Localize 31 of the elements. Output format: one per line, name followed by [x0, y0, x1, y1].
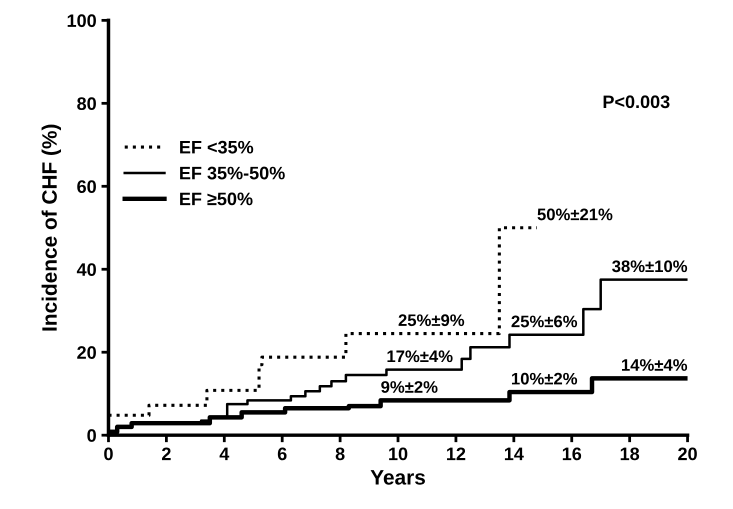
- y-axis-title: Incidence of CHF (%): [42, 124, 61, 331]
- y-tick-label: 40: [76, 263, 96, 276]
- legend-label: EF <35%: [180, 140, 254, 154]
- annotation: 14%±4%: [622, 359, 688, 371]
- legend-label: EF ≥50%: [180, 192, 253, 206]
- y-tick-label: 100: [68, 14, 96, 28]
- annotation: 25%±6%: [512, 316, 578, 328]
- annotation: 38%±10%: [612, 260, 688, 272]
- y-tick-label: 20: [77, 346, 96, 359]
- x-tick-label: 18: [620, 447, 640, 460]
- x-tick-label: 4: [220, 448, 230, 460]
- x-tick-label: 16: [562, 447, 582, 460]
- x-tick-label: 6: [278, 447, 287, 460]
- y-tick-label: 0: [87, 429, 96, 442]
- annotation: 50%±21%: [538, 208, 612, 220]
- x-axis-title: Years: [370, 470, 425, 485]
- annotation: 25%±9%: [398, 314, 464, 326]
- x-tick-label: 10: [389, 447, 408, 460]
- x-tick-label: 12: [447, 447, 466, 460]
- annotation: 17%±4%: [387, 350, 453, 362]
- annotation: 9%±2%: [381, 381, 438, 393]
- x-tick-label: 2: [162, 447, 171, 460]
- x-tick-label: 14: [504, 448, 524, 460]
- y-tick-label: 60: [77, 180, 96, 194]
- annotation: 10%±2%: [512, 372, 578, 385]
- x-tick-label: 0: [104, 447, 113, 460]
- x-tick-label: 20: [678, 447, 697, 460]
- x-tick-label: 8: [336, 447, 345, 460]
- legend-label: EF 35%-50%: [180, 166, 285, 180]
- annotation: P<0.003: [604, 95, 670, 108]
- y-tick-label: 80: [77, 97, 96, 110]
